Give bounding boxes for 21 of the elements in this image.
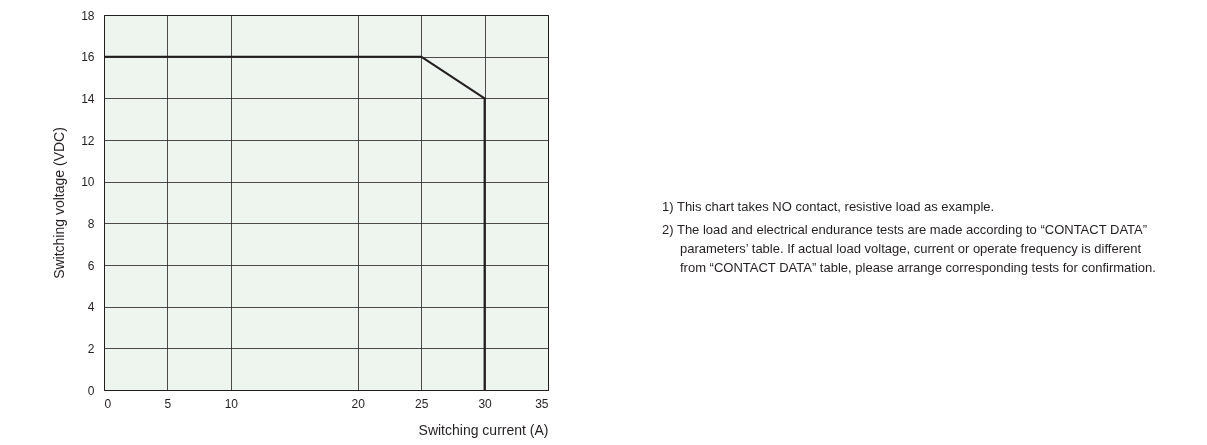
x-tick-label: 5 xyxy=(164,396,172,411)
text: 1) This chart takes NO contact, resistive load as example. xyxy=(662,198,996,216)
y-tick-label: 4 xyxy=(87,300,95,315)
y-tick-label: 16 xyxy=(81,50,95,65)
x-tick-label: 35 xyxy=(535,396,549,411)
y-tick-label: 0 xyxy=(87,383,95,398)
x-tick-label: 30 xyxy=(478,396,493,411)
x-axis-title: Switching current (A) xyxy=(418,421,549,438)
y-tick-label: 18 xyxy=(81,8,95,23)
y-tick-label: 6 xyxy=(87,258,95,273)
x-tick-label: 0 xyxy=(104,396,112,411)
x-tick-label: 10 xyxy=(224,396,239,411)
x-tick-label: 20 xyxy=(351,396,366,411)
x-tick-label: 25 xyxy=(414,396,429,411)
y-tick-label: 14 xyxy=(81,91,95,106)
y-tick-label: 8 xyxy=(87,216,95,231)
y-axis-title: Switching voltage (VDC) xyxy=(51,127,68,279)
y-tick-label: 2 xyxy=(87,341,95,356)
y-tick-label: 10 xyxy=(81,175,95,190)
text: 2) The load and electrical endurance tests are made according to “CONTACT DATA” parameters’ table. If actual load voltage, current or operate frequency is different from “CONTACT DATA” table, please arrange corresponding tests for confirmation. xyxy=(662,221,1157,277)
y-tick-label: 12 xyxy=(81,133,95,148)
